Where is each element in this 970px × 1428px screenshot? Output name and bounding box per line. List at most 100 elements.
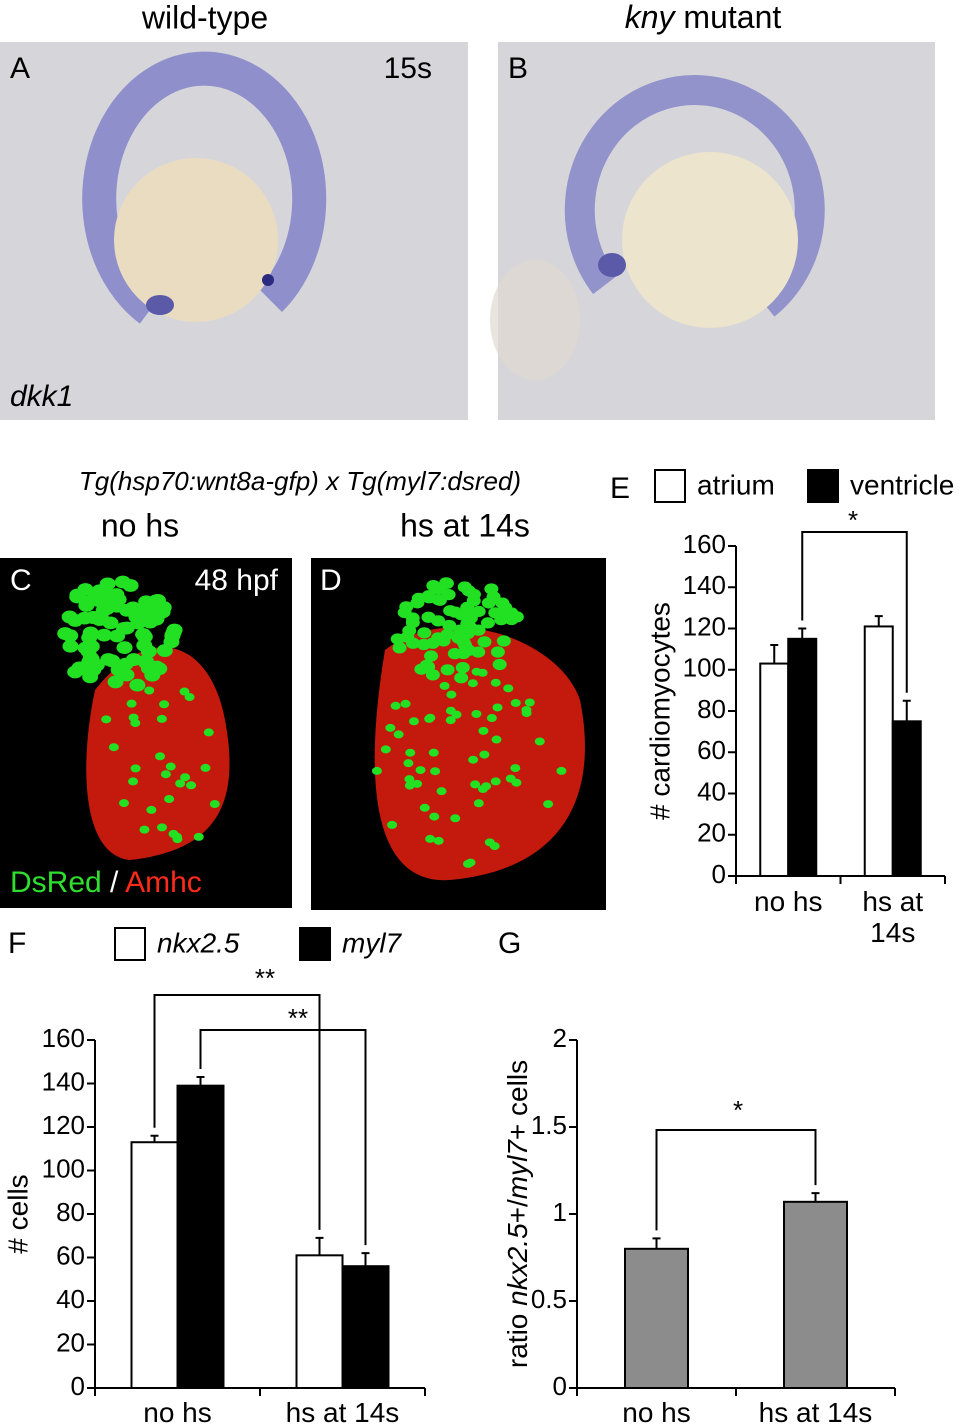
nucleus: [466, 595, 481, 607]
nucleus: [91, 584, 108, 598]
y-tick-label: 140: [42, 1066, 85, 1096]
nucleus: [460, 627, 475, 640]
nucleus: [471, 667, 482, 676]
y-tick-label: 0: [71, 1371, 85, 1401]
x-tick-label-box: no hs: [622, 1397, 691, 1428]
nucleus: [159, 700, 170, 709]
nucleus: [511, 778, 522, 787]
embryo-stain: [82, 51, 327, 324]
nucleus: [440, 628, 455, 641]
legend-label: atrium: [697, 469, 775, 500]
panel-title: wild-type: [141, 0, 268, 35]
nucleus: [439, 577, 454, 589]
nucleus: [461, 585, 476, 597]
error-bar: [652, 1237, 661, 1249]
panel-letter: C: [10, 564, 32, 597]
nucleus: [136, 630, 153, 644]
nucleus: [371, 766, 382, 775]
nucleus: [200, 763, 211, 772]
y-label-part: +/: [502, 1199, 533, 1223]
y-tick-label: 40: [56, 1284, 85, 1314]
significance-label: *: [848, 505, 858, 535]
bar: [759, 662, 790, 877]
nucleus: [503, 684, 514, 693]
nucleus: [425, 637, 440, 649]
x-tick-label-box: no hs: [143, 1397, 212, 1428]
nucleus: [81, 631, 98, 645]
y-tick-label: 160: [42, 1023, 85, 1053]
y-tick-label: 1: [553, 1197, 567, 1227]
y-tick-label: 60: [697, 735, 726, 765]
title-rest: mutant: [683, 0, 781, 35]
y-tick-label: 60: [56, 1240, 85, 1270]
nucleus: [524, 698, 535, 707]
nucleus: [442, 619, 457, 632]
nucleus: [477, 785, 488, 794]
y-tick-label: 2: [553, 1023, 567, 1053]
nucleus: [478, 726, 489, 735]
nucleus: [491, 735, 502, 744]
nucleus: [471, 646, 486, 658]
nucleus: [392, 642, 407, 654]
y-label-part: + cells: [502, 1060, 533, 1140]
x-tick-label: hs at 14s: [862, 886, 924, 948]
bar: [787, 637, 818, 877]
yolk: [622, 152, 798, 328]
nucleus: [465, 607, 480, 619]
nucleus: [455, 662, 470, 674]
nucleus: [486, 714, 497, 723]
nucleus: [156, 714, 167, 723]
significance-label: *: [733, 1095, 743, 1125]
bar: [783, 1200, 848, 1389]
bar: [295, 1254, 344, 1389]
nucleus: [184, 693, 195, 702]
y-tick-label: 20: [697, 818, 726, 848]
nucleus: [142, 615, 159, 629]
nucleus: [160, 770, 171, 779]
x-tick-label-box: hs at 14s: [759, 1397, 873, 1428]
nucleus: [157, 823, 168, 832]
significance-label: **: [288, 1003, 308, 1033]
nucleus: [490, 678, 501, 687]
nucleus: [417, 627, 432, 639]
error-bar: [196, 1075, 205, 1086]
nucleus: [380, 745, 391, 754]
nucleus: [543, 800, 554, 809]
nucleus: [175, 779, 186, 788]
y-tick-label: 80: [56, 1197, 85, 1227]
nucleus: [445, 716, 456, 725]
y-tick-label: 140: [683, 570, 726, 600]
nucleus: [510, 698, 521, 707]
blur: [490, 260, 580, 380]
nucleus: [78, 599, 95, 612]
error-bar: [770, 644, 779, 664]
nucleus: [387, 820, 398, 829]
stain-spot: [598, 253, 626, 277]
gene-name: kny: [625, 0, 677, 35]
error-bar: [150, 1134, 159, 1143]
nucleus: [431, 615, 446, 627]
nucleus: [404, 781, 415, 790]
nucleus: [180, 773, 191, 782]
nucleus: [447, 648, 462, 660]
nucleus: [114, 575, 131, 589]
nucleus: [496, 635, 511, 647]
stain1: DsRed: [10, 866, 102, 899]
nucleus: [415, 766, 426, 775]
stage-label: 48 hpf: [195, 564, 279, 597]
significance-bracket: [153, 994, 321, 1230]
significance-bracket: [801, 531, 908, 693]
cross-label: Tg(hsp70:wnt8a-gfp) x Tg(myl7:dsred): [79, 466, 521, 496]
nucleus: [492, 703, 503, 712]
y-axis-label: # cardiomyocytes: [644, 602, 675, 820]
bar: [130, 1141, 179, 1389]
y-tick-label: 100: [42, 1153, 85, 1183]
nucleus: [477, 636, 492, 648]
significance-bracket: [655, 1129, 817, 1231]
y-label-part: myl7: [502, 1139, 533, 1200]
separator: /: [110, 866, 119, 899]
nucleus: [424, 714, 435, 723]
error-bar: [315, 1236, 324, 1256]
error-bar: [902, 699, 911, 722]
